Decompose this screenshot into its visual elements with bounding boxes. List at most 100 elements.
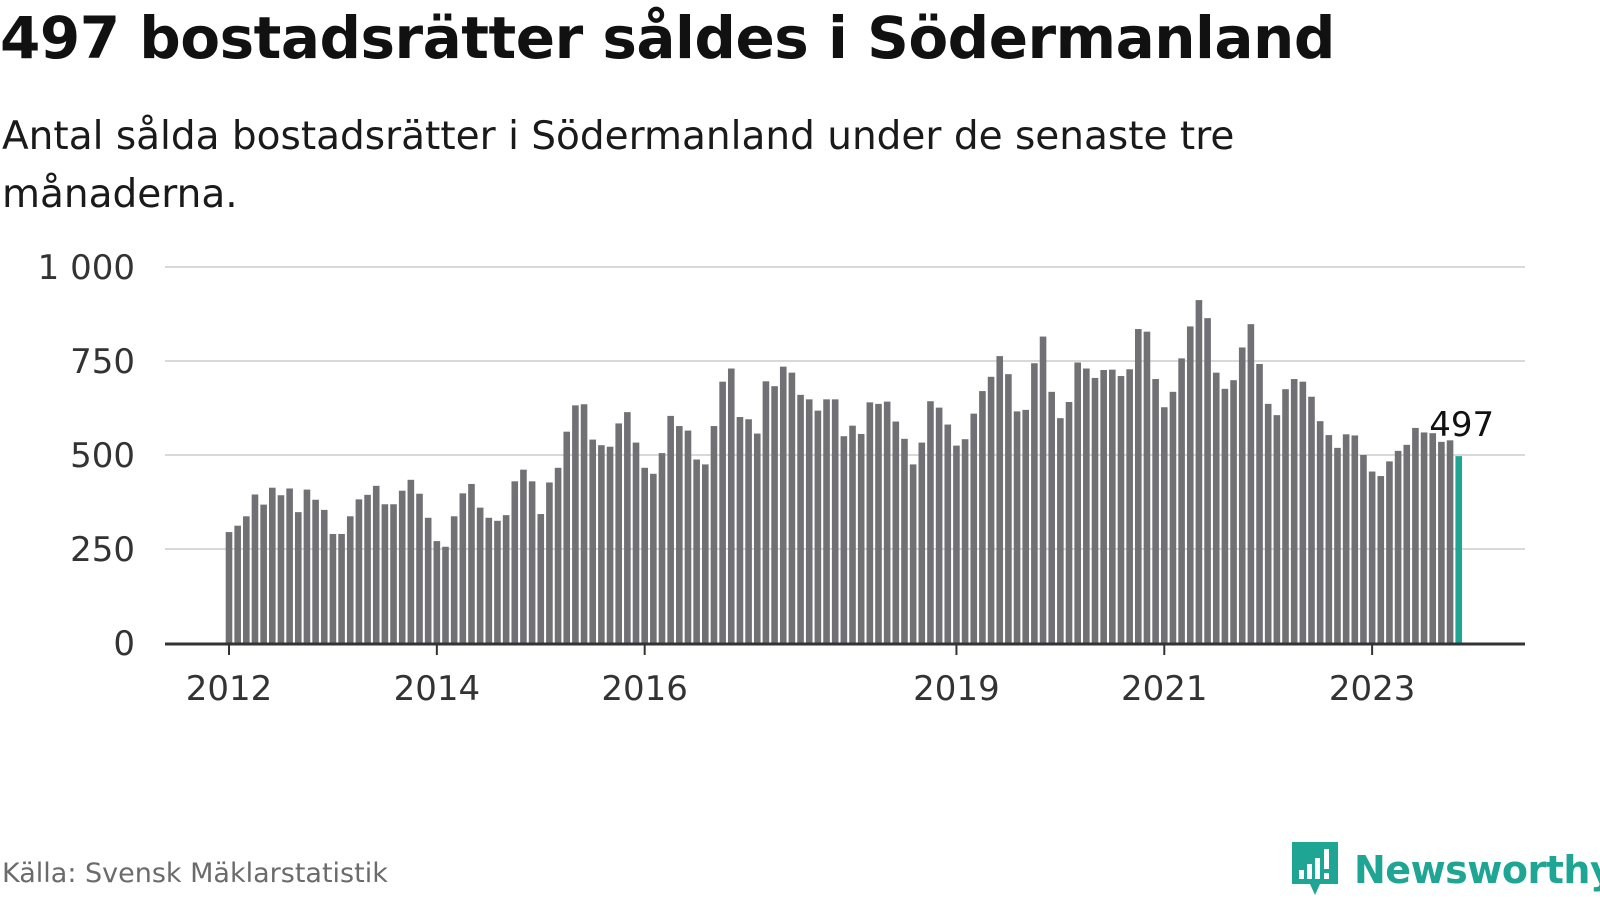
bar [719, 381, 726, 643]
y-tick-label: 0 [113, 624, 135, 664]
bar [658, 453, 666, 643]
bar [727, 368, 735, 643]
bar [468, 483, 475, 643]
bar [450, 516, 458, 643]
bar [234, 525, 241, 643]
bar [225, 532, 233, 643]
bar [320, 509, 328, 643]
bar [667, 415, 674, 643]
bar [745, 419, 752, 643]
y-tick-label: 750 [70, 342, 135, 382]
bar [1429, 433, 1437, 643]
bar [1325, 435, 1333, 643]
bar [1195, 300, 1203, 643]
bar-highlight [1455, 456, 1463, 643]
bar [753, 433, 761, 643]
bar [1057, 418, 1064, 643]
bar [416, 493, 423, 643]
bar [260, 504, 267, 643]
bar [1308, 396, 1315, 643]
bar [1065, 401, 1073, 643]
bar [1022, 409, 1030, 643]
bar [901, 438, 908, 643]
brand[interactable]: Newsworthy [1290, 840, 1600, 900]
bar [554, 467, 562, 643]
bar [1186, 326, 1194, 643]
bar [624, 412, 631, 643]
bar [329, 533, 337, 643]
bar [875, 403, 882, 643]
bar [762, 381, 770, 643]
bar [987, 376, 995, 643]
bar [1135, 329, 1142, 643]
bar [277, 495, 285, 643]
bar [779, 366, 787, 643]
bar [710, 426, 718, 643]
bar [892, 421, 900, 643]
bar [1368, 471, 1376, 643]
bar [1126, 369, 1133, 643]
bar [788, 372, 796, 643]
bar [459, 493, 467, 643]
bar [797, 394, 804, 643]
bar [563, 431, 571, 643]
bar [1083, 368, 1090, 643]
bar [814, 410, 822, 643]
bar-chart: 0 250 500 750 1 000 2012 2014 2016 2019 2021 2023… [38, 248, 1525, 709]
bar [1438, 441, 1445, 643]
bar [407, 479, 415, 643]
bar [372, 485, 380, 643]
bar [312, 499, 319, 643]
y-axis-tick-labels: 0 250 500 750 1 000 [38, 248, 135, 664]
bar [433, 541, 441, 643]
bar [269, 487, 276, 643]
bar [1152, 379, 1159, 643]
bar [849, 425, 856, 643]
bar [953, 445, 960, 643]
bar [1264, 403, 1272, 643]
bar [485, 517, 493, 643]
bar [1256, 364, 1263, 643]
bar [502, 515, 510, 643]
source-note: Källa: Svensk Mäklarstatistik [2, 858, 388, 889]
bar [736, 417, 744, 643]
bar [693, 459, 700, 643]
bar [580, 404, 588, 643]
bar [970, 413, 978, 643]
bar [546, 482, 553, 643]
bar [1109, 369, 1116, 643]
chart-subtitle: Antal sålda bostadsrätter i Södermanland… [2, 114, 1235, 217]
bar [1446, 440, 1454, 643]
bar [805, 399, 813, 643]
bar [1048, 391, 1055, 643]
bar [866, 402, 874, 643]
bar [1221, 388, 1229, 643]
bar [1420, 432, 1428, 643]
x-tick-label: 2019 [913, 669, 1000, 709]
bar [1013, 411, 1021, 643]
newsworthy-logo-icon [1292, 842, 1338, 895]
y-tick-label: 250 [70, 530, 135, 570]
bar [823, 399, 830, 643]
bar [338, 533, 345, 643]
bar [572, 405, 579, 643]
bar [996, 356, 1004, 643]
bar [294, 512, 302, 643]
bar [606, 446, 614, 643]
bar [1394, 450, 1402, 643]
bar [615, 423, 622, 643]
bar [381, 504, 389, 643]
bar [1091, 377, 1099, 643]
bar [442, 546, 449, 643]
x-axis-ticks: 2012 2014 2016 2019 2021 2023 [186, 645, 1415, 709]
bar [1039, 336, 1047, 643]
bar [1386, 461, 1393, 643]
bar [1299, 381, 1307, 643]
bar [857, 433, 865, 643]
x-tick-label: 2021 [1121, 669, 1208, 709]
bar [1247, 324, 1255, 643]
bar [1273, 415, 1281, 643]
bar [918, 442, 926, 643]
bar [355, 499, 363, 643]
bar [1351, 435, 1359, 643]
